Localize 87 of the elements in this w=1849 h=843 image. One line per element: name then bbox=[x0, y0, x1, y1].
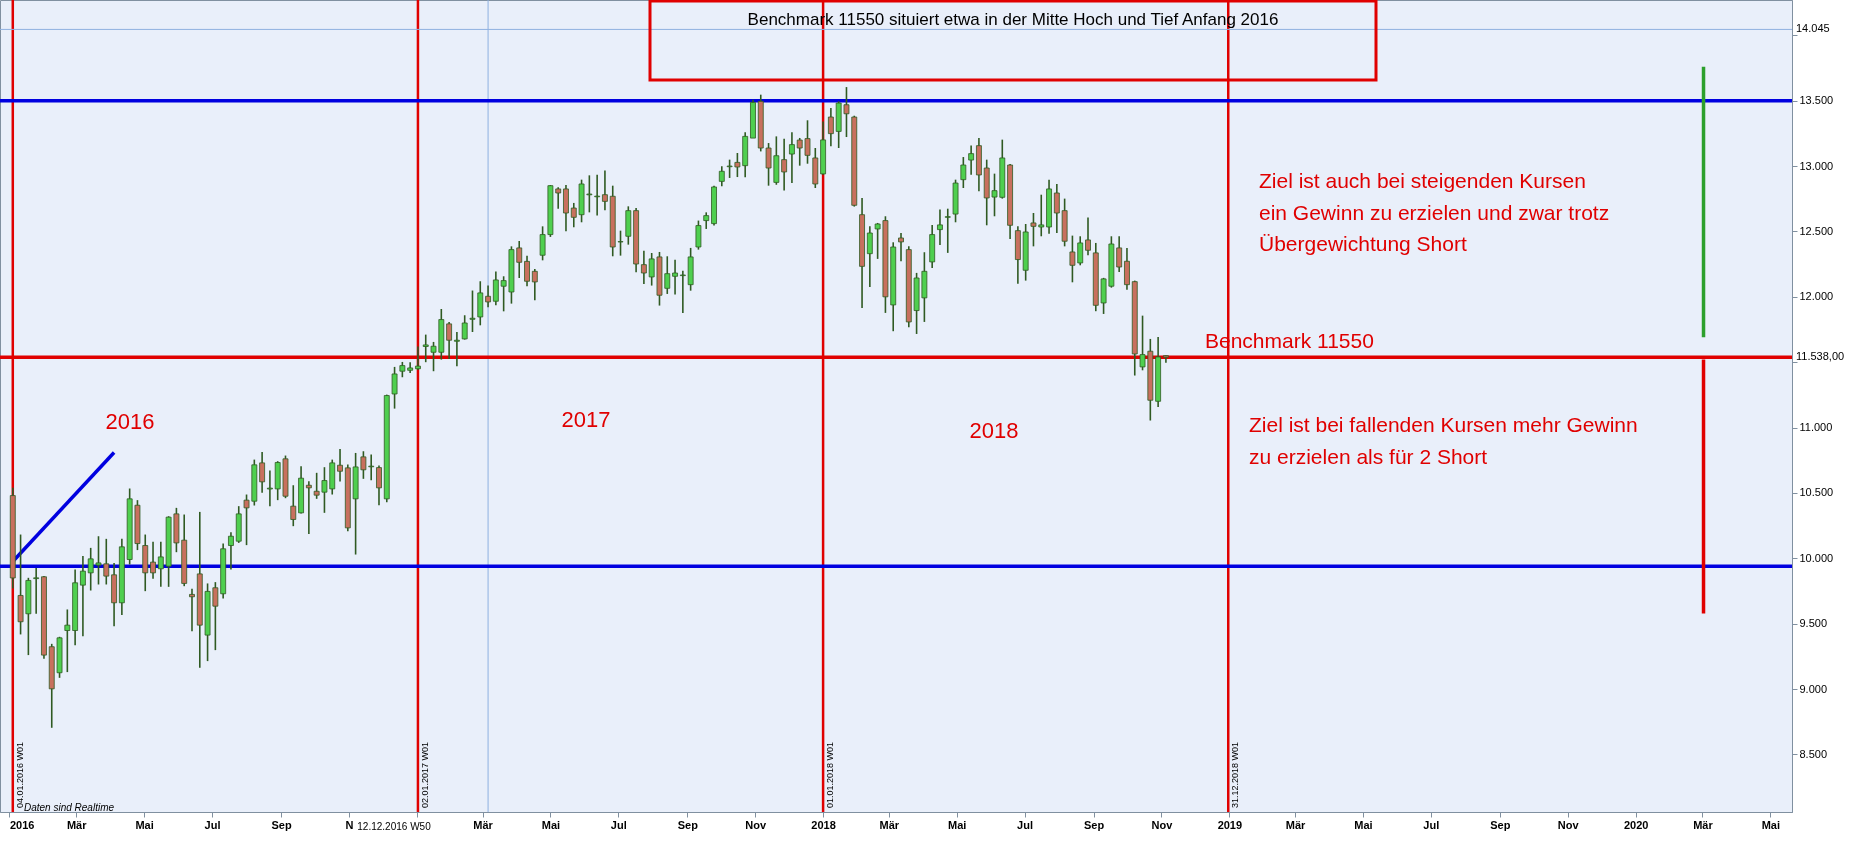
candlestick bbox=[80, 555, 86, 637]
candlestick bbox=[259, 451, 266, 494]
y-tick-label: 12.500 bbox=[1799, 224, 1834, 237]
y-tick-label: 8.500 bbox=[1799, 747, 1828, 760]
annotation: Ziel ist bei fallenden Kursen mehr Gewinn zu erzielen als für 2 Short bbox=[1249, 413, 1638, 468]
candlestick bbox=[695, 219, 702, 251]
candlestick bbox=[531, 268, 538, 302]
candlestick bbox=[898, 232, 904, 263]
x-tick-label: Nov bbox=[745, 818, 767, 831]
candlestick bbox=[454, 331, 460, 368]
x-tick-label: Jul bbox=[204, 818, 221, 831]
candlestick bbox=[391, 366, 398, 410]
candlestick bbox=[337, 448, 343, 483]
x-tick-label: Mär bbox=[1285, 818, 1307, 831]
x-tick-label: Sep bbox=[1083, 818, 1105, 831]
candlestick bbox=[33, 567, 40, 615]
annotation: 2017 bbox=[561, 407, 611, 432]
x-tick-label: Mai bbox=[541, 818, 561, 831]
y-tick-label: 10.000 bbox=[1799, 551, 1834, 564]
x-tick-label: Jul bbox=[610, 818, 627, 831]
candlestick bbox=[376, 464, 382, 507]
candlestick bbox=[150, 541, 156, 580]
x-tick-label: Mai bbox=[135, 818, 154, 831]
candlestick bbox=[718, 165, 725, 188]
candlestick bbox=[594, 173, 601, 217]
candlestick bbox=[1085, 216, 1091, 257]
x-tick-label: Mär bbox=[66, 818, 88, 831]
y-tick-label: 10.500 bbox=[1799, 486, 1834, 499]
candlestick bbox=[672, 258, 678, 296]
candlestick bbox=[781, 137, 788, 192]
candlestick bbox=[64, 608, 71, 673]
candlestick bbox=[524, 254, 530, 288]
annotation: 2016 bbox=[105, 409, 155, 434]
annotation: 2018 bbox=[969, 418, 1019, 443]
ref-line-label: 04.01.2016 W01 bbox=[14, 741, 25, 808]
ref-line-label: 02.01.2017 W01 bbox=[419, 741, 430, 808]
candlestick bbox=[960, 156, 967, 189]
y-tick-label: 11.000 bbox=[1799, 421, 1833, 434]
ref-line-label: 14.045 bbox=[1796, 22, 1830, 35]
x-tick-label: Nov bbox=[1151, 818, 1174, 831]
x-tick-label: 2019 bbox=[1217, 818, 1243, 831]
x-tick-label: Nov bbox=[1557, 818, 1580, 831]
x-tick-label: 2016 bbox=[9, 818, 35, 831]
candlestick bbox=[640, 249, 647, 285]
y-tick-label: 13.500 bbox=[1799, 94, 1834, 107]
x-tick-label: Mär bbox=[879, 818, 900, 831]
x-tick-label: Jul bbox=[1423, 818, 1440, 831]
candlestick bbox=[485, 284, 491, 309]
candlestick bbox=[469, 289, 476, 333]
candlestick bbox=[968, 144, 975, 176]
candlestick bbox=[789, 131, 795, 184]
x-tick-label: Sep bbox=[271, 818, 292, 831]
x-tick-label: 2020 bbox=[1623, 818, 1649, 831]
candlestick bbox=[228, 531, 234, 571]
candlestick bbox=[415, 345, 421, 371]
candlestick bbox=[290, 484, 297, 527]
candlestick bbox=[827, 107, 834, 148]
ref-line-label: 11.538,00 bbox=[1796, 350, 1845, 363]
annotation: Ziel ist auch bei steigenden Kursen ein Gewinn zu erzielen und zwar trotz Übergewichtung Short bbox=[1259, 169, 1610, 255]
x-tick-label: Mai bbox=[1761, 818, 1780, 831]
annotation: Daten sind Realtime bbox=[24, 802, 115, 813]
ref-line-label: 31.12.2018 W01 bbox=[1230, 741, 1241, 808]
y-tick-label: 9.500 bbox=[1799, 617, 1828, 630]
candlestick bbox=[267, 469, 273, 507]
y-tick-label: 13.000 bbox=[1799, 159, 1834, 172]
x-tick-label: Mär bbox=[473, 818, 494, 831]
x-tick-label: Mär bbox=[1693, 818, 1714, 831]
candlestick bbox=[189, 588, 195, 632]
y-tick-label: 12.000 bbox=[1799, 290, 1834, 303]
x-tick-label: Mai bbox=[947, 818, 967, 831]
x-tick-label: 2018 bbox=[811, 818, 836, 831]
candlestick bbox=[1124, 247, 1130, 291]
candlestick bbox=[446, 321, 453, 360]
candlestick bbox=[944, 207, 951, 254]
candlestick bbox=[461, 314, 468, 341]
x-tick-label: Sep bbox=[1490, 818, 1511, 831]
text: 12.12.2016 W50 bbox=[357, 821, 432, 832]
x-tick-label: Jul bbox=[1017, 818, 1034, 831]
ref-line-label: 01.01.2018 W01 bbox=[825, 741, 836, 808]
candlestick bbox=[305, 480, 312, 535]
x-tick-label: N bbox=[345, 818, 354, 831]
candlestick bbox=[937, 208, 943, 246]
x-tick-label: Mai bbox=[1354, 818, 1373, 831]
candlestick bbox=[602, 169, 608, 212]
x-tick-label: Sep bbox=[677, 818, 699, 831]
y-tick-label: 9.000 bbox=[1799, 682, 1828, 695]
candlestick bbox=[866, 225, 873, 288]
